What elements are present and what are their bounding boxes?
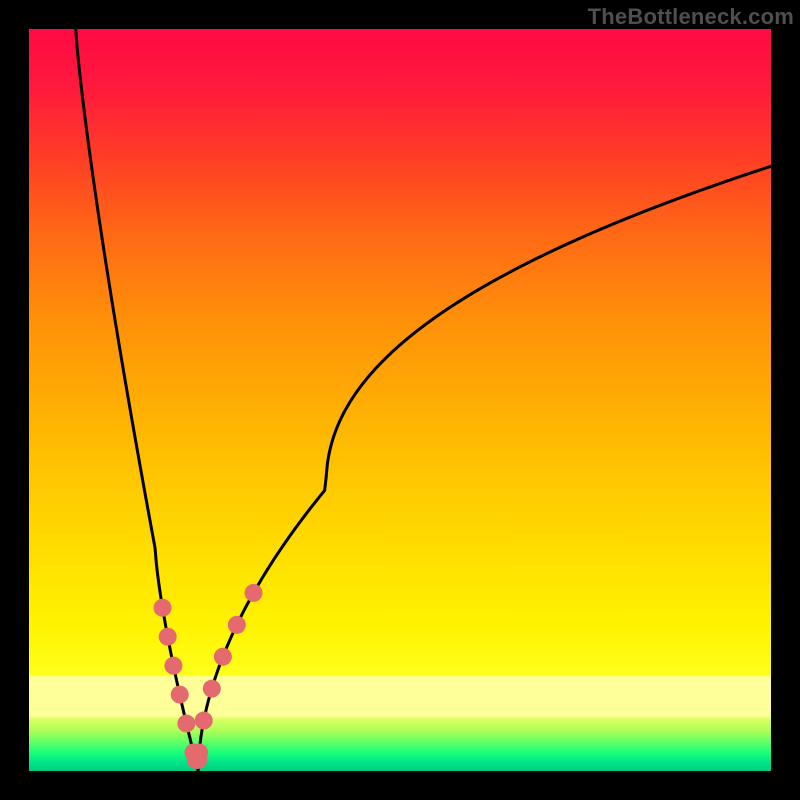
frame-border-left — [0, 0, 29, 800]
frame-border-right — [771, 0, 800, 800]
curve-marker — [164, 657, 182, 675]
bottleneck-chart — [29, 29, 771, 771]
curve-marker — [203, 680, 221, 698]
curve-marker — [189, 751, 207, 769]
curve-marker — [228, 616, 246, 634]
curve-marker — [214, 648, 232, 666]
curve-marker — [159, 628, 177, 646]
curve-marker — [171, 686, 189, 704]
frame-border-bottom — [0, 771, 800, 800]
watermark-text: TheBottleneck.com — [588, 4, 794, 30]
curve-marker — [195, 712, 213, 730]
curve-marker — [245, 584, 263, 602]
curve-marker — [177, 715, 195, 733]
curve-marker — [154, 599, 172, 617]
gradient-background — [29, 29, 771, 771]
